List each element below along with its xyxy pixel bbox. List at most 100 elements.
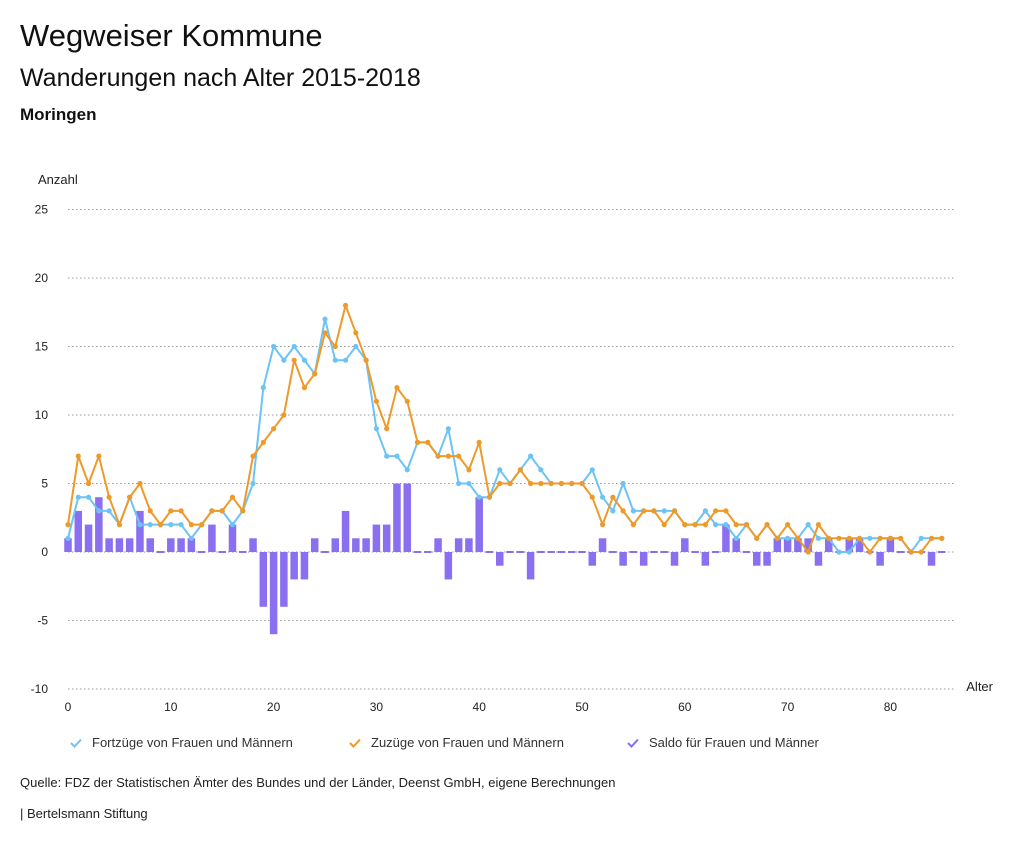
migration-lines	[65, 302, 945, 555]
data-point	[815, 535, 822, 541]
data-point	[651, 508, 657, 514]
data-point	[589, 467, 595, 473]
page-title: Wegweiser Kommune	[20, 18, 323, 53]
saldo-bar	[650, 551, 658, 553]
data-point	[918, 549, 924, 555]
data-point	[250, 453, 256, 459]
data-point	[322, 316, 328, 322]
saldo-bar	[701, 552, 710, 566]
data-point	[404, 467, 410, 473]
x-tick-label: 0	[65, 700, 72, 714]
saldo-bar	[197, 551, 206, 553]
legend-item-fortzuege[interactable]: Fortzüge von Frauen und Männern	[70, 735, 293, 750]
saldo-bar	[537, 551, 545, 553]
data-point	[394, 453, 400, 459]
chart-legend: Fortzüge von Frauen und Männern Zuzüge v…	[0, 735, 1024, 755]
saldo-bar	[259, 552, 268, 607]
data-point	[445, 453, 451, 459]
y-tick-label: 5	[41, 477, 48, 491]
saldo-bar	[496, 552, 504, 566]
legend-item-saldo[interactable]: Saldo für Frauen und Männer	[627, 735, 819, 750]
brand-note: | Bertelsmann Stiftung	[20, 806, 148, 821]
data-point	[785, 522, 791, 528]
saldo-bar	[465, 538, 473, 552]
data-point	[538, 480, 544, 487]
chart-subtitle: Wanderungen nach Alter 2015-2018	[20, 64, 421, 92]
saldo-bar	[557, 551, 566, 553]
legend-label: Zuzüge von Frauen und Männern	[371, 735, 564, 750]
data-point	[178, 522, 184, 528]
data-point	[332, 343, 338, 350]
data-point	[641, 508, 647, 514]
data-point	[507, 480, 513, 487]
data-point	[271, 343, 277, 350]
saldo-bar	[804, 538, 812, 552]
data-point	[301, 385, 308, 391]
data-point	[291, 343, 297, 350]
saldo-bar	[732, 538, 740, 552]
data-point	[692, 522, 698, 528]
x-tick-label: 80	[884, 700, 898, 714]
data-point	[569, 480, 575, 487]
y-tick-label: 20	[35, 271, 49, 285]
data-point	[404, 398, 410, 404]
data-point	[826, 535, 832, 541]
data-point	[188, 522, 194, 528]
data-point	[733, 522, 739, 528]
data-point	[96, 453, 102, 459]
y-tick-label: 0	[41, 545, 48, 559]
data-point	[785, 535, 791, 541]
data-point	[456, 480, 462, 487]
saldo-bars	[64, 483, 946, 635]
data-point	[558, 480, 565, 487]
saldo-bar	[660, 551, 668, 553]
data-point	[918, 535, 924, 541]
data-point	[836, 535, 842, 541]
legend-item-zuzuege[interactable]: Zuzüge von Frauen und Männern	[349, 735, 564, 750]
saldo-bar	[125, 538, 134, 552]
data-point	[75, 494, 81, 500]
x-tick-label: 30	[370, 700, 384, 714]
data-point	[589, 494, 595, 500]
saldo-bar	[393, 483, 401, 552]
data-point	[497, 467, 503, 473]
data-point	[723, 522, 729, 528]
saldo-bar	[362, 538, 370, 552]
saldo-bar	[824, 538, 833, 552]
data-point	[517, 467, 523, 473]
region-name: Moringen	[20, 105, 97, 124]
data-point	[65, 522, 71, 528]
y-tick-label: -10	[31, 682, 49, 696]
saldo-bar	[444, 552, 453, 580]
legend-check-icon	[70, 738, 82, 748]
data-point	[168, 508, 174, 514]
data-point	[898, 535, 904, 541]
x-tick-label: 60	[678, 700, 692, 714]
x-tick-label: 10	[164, 700, 178, 714]
y-tick-label: -5	[37, 614, 48, 628]
series-line	[67, 318, 942, 553]
data-point	[723, 508, 729, 514]
saldo-bar	[516, 551, 525, 553]
saldo-bar	[526, 552, 535, 580]
data-point	[815, 522, 822, 528]
data-point	[887, 535, 894, 541]
data-point	[435, 453, 441, 459]
source-note: Quelle: FDZ der Statistischen Ämter des …	[20, 775, 616, 790]
data-point	[671, 508, 678, 514]
saldo-bar	[773, 538, 782, 552]
data-point	[713, 508, 719, 514]
saldo-bar	[413, 551, 422, 553]
data-point	[291, 357, 297, 363]
saldo-bar	[938, 551, 946, 553]
data-point	[240, 508, 246, 514]
saldo-bar	[876, 552, 884, 566]
data-point	[620, 480, 626, 487]
saldo-bar	[177, 538, 185, 552]
data-point	[466, 467, 472, 473]
saldo-bar	[95, 497, 103, 552]
data-point	[425, 439, 431, 445]
data-point	[229, 522, 236, 528]
data-point	[281, 412, 287, 418]
